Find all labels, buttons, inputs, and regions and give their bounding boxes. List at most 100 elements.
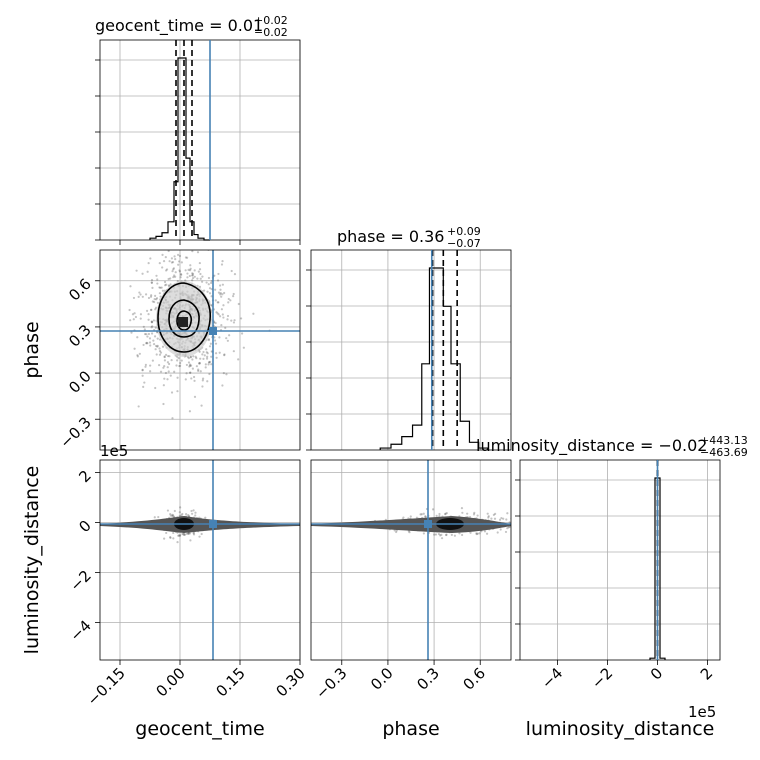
sample-point — [172, 537, 175, 540]
sample-point — [177, 263, 180, 266]
sample-point — [220, 308, 223, 311]
sample-point — [205, 348, 208, 351]
sample-point — [163, 355, 166, 358]
sample-point — [192, 533, 196, 536]
frame-phase-vs-geocent_time — [99, 249, 301, 451]
frame-luminosity_distance-vs-phase — [310, 459, 512, 661]
sample-point — [214, 321, 217, 325]
sample-point — [166, 509, 170, 512]
sample-point — [186, 256, 189, 259]
sample-point — [147, 313, 150, 316]
sample-point — [473, 511, 476, 514]
sample-point — [150, 321, 154, 324]
truth-marker-phase-vs-geocent_time — [209, 327, 217, 335]
sample-point — [476, 532, 479, 535]
y-tick-label: 0.0 — [65, 367, 95, 397]
y-tick-label: 2 — [75, 467, 94, 486]
xlabel-geocent_time: geocent_time — [135, 718, 264, 740]
sample-point — [204, 363, 207, 366]
sample-point — [445, 533, 448, 536]
sample-point — [145, 341, 148, 344]
sample-point — [205, 351, 208, 354]
sample-point — [506, 512, 509, 515]
contour-outer-phase-vs-geocent_time — [157, 282, 211, 353]
sample-point — [128, 308, 131, 312]
sample-point — [156, 345, 159, 348]
sample-point — [166, 366, 169, 369]
sample-point — [199, 272, 202, 276]
sample-point — [200, 532, 203, 536]
sample-point — [197, 246, 199, 248]
sample-point — [170, 391, 174, 394]
sample-point — [172, 515, 175, 518]
sample-point — [201, 377, 205, 380]
sample-point — [180, 359, 183, 362]
sample-point — [158, 286, 161, 289]
sample-point — [172, 514, 175, 517]
sample-point — [189, 356, 192, 359]
yticks-geocent_time — [95, 59, 100, 241]
sample-point — [150, 332, 154, 335]
sample-point — [216, 312, 219, 315]
sample-point — [180, 514, 183, 517]
sample-point — [154, 306, 158, 309]
sample-point — [142, 343, 145, 347]
sample-point — [419, 513, 422, 516]
sample-point — [156, 282, 159, 285]
sample-point — [408, 531, 411, 534]
sample-point — [168, 362, 171, 366]
sample-point — [133, 347, 136, 350]
sample-point — [214, 352, 218, 355]
sample-point — [149, 308, 153, 311]
sample-point — [179, 361, 182, 365]
sample-point — [201, 275, 204, 278]
sample-point — [438, 512, 441, 516]
sample-point — [434, 533, 438, 536]
sample-point — [123, 213, 125, 215]
sample-point — [223, 354, 226, 357]
sample-point — [226, 318, 229, 321]
sample-point — [146, 270, 149, 273]
sample-point — [177, 357, 180, 360]
title-geocent_time: geocent_time = 0.01 — [95, 16, 263, 36]
sample-point — [200, 404, 203, 407]
sample-point — [188, 532, 192, 535]
sample-point — [178, 511, 181, 514]
histogram-phase — [379, 267, 489, 450]
sample-point — [187, 361, 191, 364]
sample-point — [232, 295, 235, 298]
xlabel-phase: phase — [382, 718, 439, 740]
sample-point — [184, 269, 187, 272]
sample-point — [163, 365, 166, 368]
sample-point — [138, 291, 141, 294]
sample-point — [219, 284, 222, 287]
sample-point — [197, 270, 200, 273]
sample-point — [132, 318, 135, 321]
sample-point — [150, 326, 153, 329]
offset-text-luminosity_distance-y: 1e5 — [100, 442, 128, 460]
sample-point — [237, 302, 240, 306]
xticks-phase: −0.3 0.0 0.3 0.6 — [312, 660, 489, 703]
sample-point — [179, 272, 183, 276]
sample-point — [220, 295, 223, 298]
sample-point — [210, 281, 213, 285]
title-upper-luminosity_distance: +443.13 — [700, 434, 748, 447]
y-tick-label: 0 — [75, 517, 94, 536]
sample-point — [178, 534, 182, 538]
scatter-panel-luminosity_distance-vs-geocent_time: −4 −2 0 2 −0.15 0.00 0.15 0.30 1e5 — [66, 442, 308, 709]
sample-point — [156, 278, 159, 281]
sample-point — [187, 514, 190, 517]
sample-point — [176, 280, 179, 283]
sample-point — [166, 378, 169, 381]
sample-point — [424, 515, 427, 518]
sample-point — [202, 350, 205, 354]
sample-point — [164, 255, 167, 259]
scatter-panel-luminosity_distance-vs-phase: −0.3 0.0 0.3 0.6 — [310, 459, 512, 703]
x-tick-label: −4 — [538, 664, 566, 692]
sample-point — [136, 354, 139, 357]
sample-point — [181, 512, 184, 516]
sample-point — [506, 527, 509, 530]
x-tick-label: 0 — [647, 664, 666, 683]
sample-point — [216, 279, 220, 282]
sample-point — [149, 370, 152, 373]
